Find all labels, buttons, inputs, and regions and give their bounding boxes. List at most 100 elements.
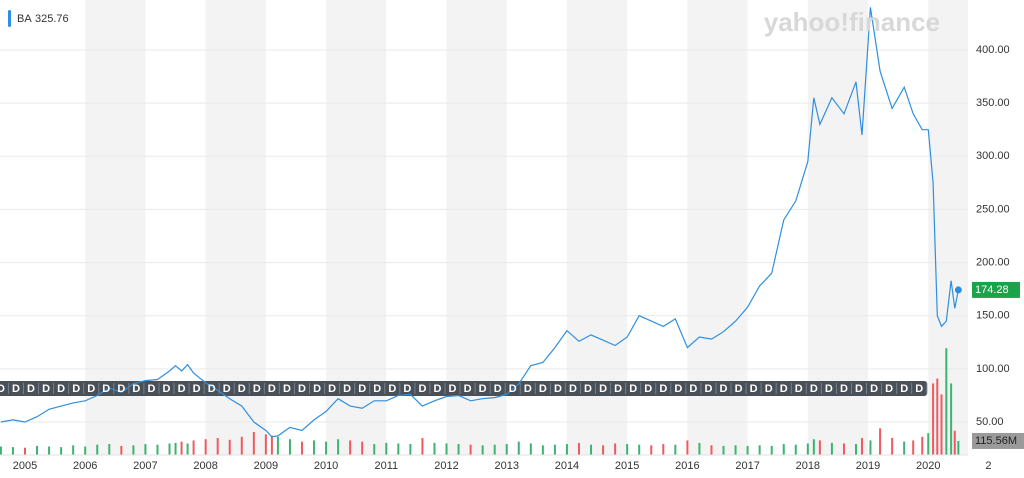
- legend-value: 325.76: [35, 13, 69, 25]
- x-tick-label: 2011: [374, 460, 398, 472]
- volume-bar: [421, 438, 424, 455]
- dividend-marker: D: [0, 383, 5, 395]
- dividend-marker: D: [885, 383, 893, 395]
- volume-bar: [300, 441, 303, 455]
- y-tick-label: 400.00: [976, 44, 1010, 56]
- volume-bar: [361, 441, 364, 455]
- volume-bar: [710, 445, 713, 455]
- volume-bar: [638, 444, 641, 455]
- dividend-marker: D: [795, 383, 803, 395]
- volume-bar: [891, 438, 894, 455]
- dividend-marker: D: [343, 383, 351, 395]
- volume-bar: [517, 441, 520, 455]
- volume-bar: [794, 444, 797, 455]
- volume-bar: [950, 383, 953, 455]
- dividend-marker: D: [193, 383, 201, 395]
- dividend-marker: D: [388, 383, 396, 395]
- x-tick-label: 2006: [73, 460, 97, 472]
- volume-bar: [861, 438, 864, 455]
- dividend-marker: D: [584, 383, 592, 395]
- dividend-marker: D: [72, 383, 80, 395]
- dividend-marker: D: [464, 383, 472, 395]
- volume-bar: [288, 439, 291, 455]
- y-tick-label: 100.00: [976, 363, 1010, 375]
- year-bands: [85, 0, 968, 455]
- last-point: [954, 286, 962, 294]
- dividend-marker: D: [313, 383, 321, 395]
- volume-bar: [614, 443, 617, 455]
- volume-bar: [174, 442, 177, 455]
- price-line: [0, 7, 959, 438]
- dividend-marker: D: [644, 383, 652, 395]
- volume-bar: [192, 440, 195, 455]
- x-tick-label: 2016: [675, 460, 699, 472]
- volume-bar: [927, 433, 930, 455]
- volume-bar: [204, 439, 207, 455]
- volume-bar: [72, 445, 75, 455]
- dividend-marker: D: [117, 383, 125, 395]
- dividend-marker: D: [509, 383, 517, 395]
- volume-bar: [869, 440, 872, 455]
- volume-bar: [686, 440, 689, 455]
- volume-bar: [385, 442, 388, 455]
- dividend-marker: D: [403, 383, 411, 395]
- volume-bar: [818, 440, 821, 455]
- dividend-marker: D: [283, 383, 291, 395]
- dividend-marker: D: [735, 383, 743, 395]
- volume-bar: [936, 378, 939, 455]
- dividend-marker: D: [27, 383, 35, 395]
- year-band: [446, 0, 507, 455]
- volume-bar: [782, 444, 785, 455]
- x-tick-label: 2017: [735, 460, 759, 472]
- volume-label: 115.56M: [975, 435, 1017, 447]
- dividend-marker: D: [900, 383, 908, 395]
- volume-bar: [349, 440, 352, 455]
- volume-bar: [529, 443, 532, 455]
- legend-swatch: [8, 10, 11, 27]
- x-tick-label: 2012: [434, 460, 458, 472]
- volume-bar: [698, 442, 701, 455]
- volume-bar: [96, 444, 99, 455]
- volume-bar: [812, 439, 815, 455]
- y-tick-label: 250.00: [976, 203, 1010, 215]
- year-band: [687, 0, 748, 455]
- dividend-marker: D: [358, 383, 366, 395]
- grid: [0, 49, 968, 423]
- volume-bar: [337, 439, 340, 455]
- volume-bar: [953, 430, 956, 455]
- volume-bar: [84, 446, 87, 455]
- volume-bar: [590, 444, 593, 455]
- volume-bar: [921, 436, 924, 455]
- year-band: [807, 0, 869, 455]
- x-tick-label: 2007: [133, 460, 157, 472]
- y-tick-label: 150.00: [976, 310, 1010, 322]
- x-tick-label: 2014: [555, 460, 579, 472]
- year-band: [566, 0, 628, 455]
- volume: [0, 348, 960, 455]
- x-tick-label: 2013: [494, 460, 518, 472]
- volume-bar: [722, 445, 725, 455]
- volume-bar: [565, 444, 568, 455]
- dividend-marker: D: [810, 383, 818, 395]
- dividend-marker: D: [840, 383, 848, 395]
- volume-bar: [493, 444, 496, 455]
- volume-bar: [541, 445, 544, 455]
- dividend-marker: D: [674, 383, 682, 395]
- volume-bar: [23, 447, 26, 455]
- dividend-marker: D: [720, 383, 728, 395]
- price-tag: [972, 281, 1020, 298]
- dividend-marker: D: [870, 383, 878, 395]
- volume-bar: [216, 438, 219, 455]
- dividend-marker: D: [704, 383, 712, 395]
- volume-bar: [770, 445, 773, 455]
- x-tick-label: 2020: [916, 460, 940, 472]
- volume-bar: [48, 446, 51, 455]
- volume-bar: [11, 447, 14, 455]
- volume-bar: [674, 444, 677, 455]
- volume-bar: [120, 445, 123, 455]
- dividend-marker: D: [57, 383, 65, 395]
- dividend-marker: D: [569, 383, 577, 395]
- dividend-marker: D: [780, 383, 788, 395]
